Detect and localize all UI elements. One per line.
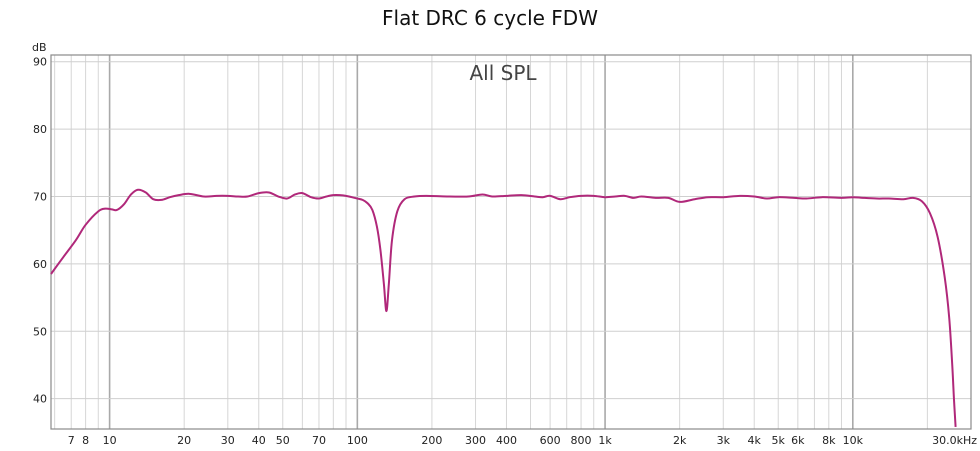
- x-tick-label: 8k: [822, 434, 836, 447]
- x-tick-label: 1k: [598, 434, 612, 447]
- x-tick-label: 3k: [717, 434, 731, 447]
- x-tick-label: 30.0kHz: [932, 434, 977, 447]
- x-tick-label: 50: [276, 434, 290, 447]
- y-tick-label: 50: [33, 325, 47, 338]
- chart-subtitle: All SPL: [469, 61, 537, 85]
- y-tick-label: 80: [33, 123, 47, 136]
- y-tick-label: 60: [33, 258, 47, 271]
- x-tick-label: 10: [103, 434, 117, 447]
- x-tick-label: 2k: [673, 434, 687, 447]
- y-tick-labels: 40 50 60 70 80 90: [33, 56, 47, 406]
- grid-layer: [51, 55, 971, 429]
- x-tick-label: 300: [465, 434, 486, 447]
- x-tick-labels: 7 8 10 20 30 40 50 70 100 200 300 400 600 800 1k 2k 3k 4k…: [68, 434, 977, 447]
- y-tick-label: 40: [33, 393, 47, 406]
- x-tick-label: 70: [312, 434, 326, 447]
- x-tick-label: 600: [540, 434, 561, 447]
- x-tick-label: 30: [221, 434, 235, 447]
- y-tick-label: 90: [33, 56, 47, 69]
- x-tick-label: 10k: [843, 434, 864, 447]
- y-axis-label: dB: [32, 41, 47, 54]
- x-tick-label: 40: [252, 434, 266, 447]
- x-tick-label: 7: [68, 434, 75, 447]
- series-layer: [50, 188, 957, 428]
- x-tick-label: 20: [177, 434, 191, 447]
- x-tick-label: 200: [421, 434, 442, 447]
- chart-title: Flat DRC 6 cycle FDW: [382, 6, 598, 30]
- series-line-spl: [50, 188, 957, 428]
- x-tick-label: 800: [571, 434, 592, 447]
- y-tick-label: 70: [33, 191, 47, 204]
- x-tick-label: 5k: [772, 434, 786, 447]
- x-tick-label: 6k: [791, 434, 805, 447]
- plot-frame: [50, 54, 972, 430]
- x-tick-label: 100: [347, 434, 368, 447]
- x-tick-label: 4k: [748, 434, 762, 447]
- x-tick-label: 8: [82, 434, 89, 447]
- x-tick-label: 400: [496, 434, 517, 447]
